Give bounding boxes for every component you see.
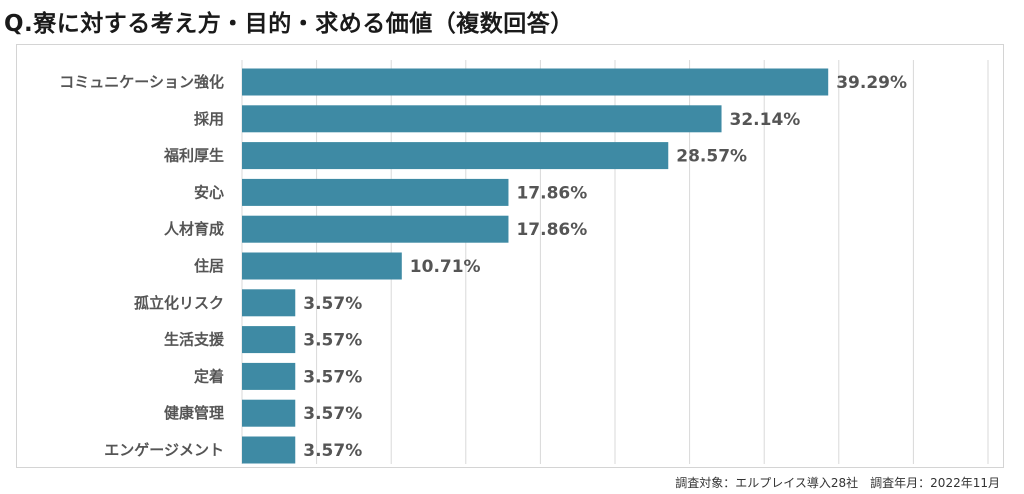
chart-title: Q.寮に対する考え方・目的・求める価値（複数回答） <box>4 11 574 37</box>
bar <box>242 68 829 96</box>
category-label: 住居 <box>194 257 224 275</box>
bar <box>242 399 296 427</box>
value-label: 3.57% <box>303 404 362 424</box>
bar <box>242 326 296 354</box>
value-label: 3.57% <box>303 441 362 461</box>
category-label: 安心 <box>194 183 224 201</box>
bar <box>242 289 296 317</box>
category-label: 人材育成 <box>164 220 224 238</box>
value-label: 17.86% <box>516 220 587 240</box>
category-label: 孤立化リスク <box>134 294 224 312</box>
value-label: 28.57% <box>676 147 747 167</box>
category-label: 採用 <box>194 110 224 128</box>
bar <box>242 436 296 464</box>
category-label: エンゲージメント <box>104 441 224 459</box>
value-label: 3.57% <box>303 367 362 387</box>
value-label: 3.57% <box>303 331 362 351</box>
bar <box>242 178 509 206</box>
bars <box>242 68 829 464</box>
value-label: 39.29% <box>836 73 907 93</box>
value-label: 17.86% <box>516 183 587 203</box>
value-label: 32.14% <box>730 110 801 130</box>
category-label: コミュニケーション強化 <box>59 73 224 91</box>
category-label: 生活支援 <box>164 331 225 349</box>
plot-frame <box>16 44 1004 468</box>
value-label: 10.71% <box>410 257 481 277</box>
bar <box>242 215 509 243</box>
survey-footnote: 調査対象：エルプレイス導入28社 調査年月：2022年11月 <box>675 476 1000 490</box>
bar <box>242 252 402 280</box>
bar <box>242 362 296 390</box>
bar <box>242 142 669 170</box>
category-label: 定着 <box>194 367 224 385</box>
bar <box>242 105 722 133</box>
category-label: 福利厚生 <box>163 147 224 165</box>
labels: コミュニケーション強化 39.29% 採用 32.14% 福利厚生 28.57% 安心 17.… <box>59 73 907 461</box>
category-label: 健康管理 <box>164 404 224 422</box>
value-label: 3.57% <box>303 294 362 314</box>
